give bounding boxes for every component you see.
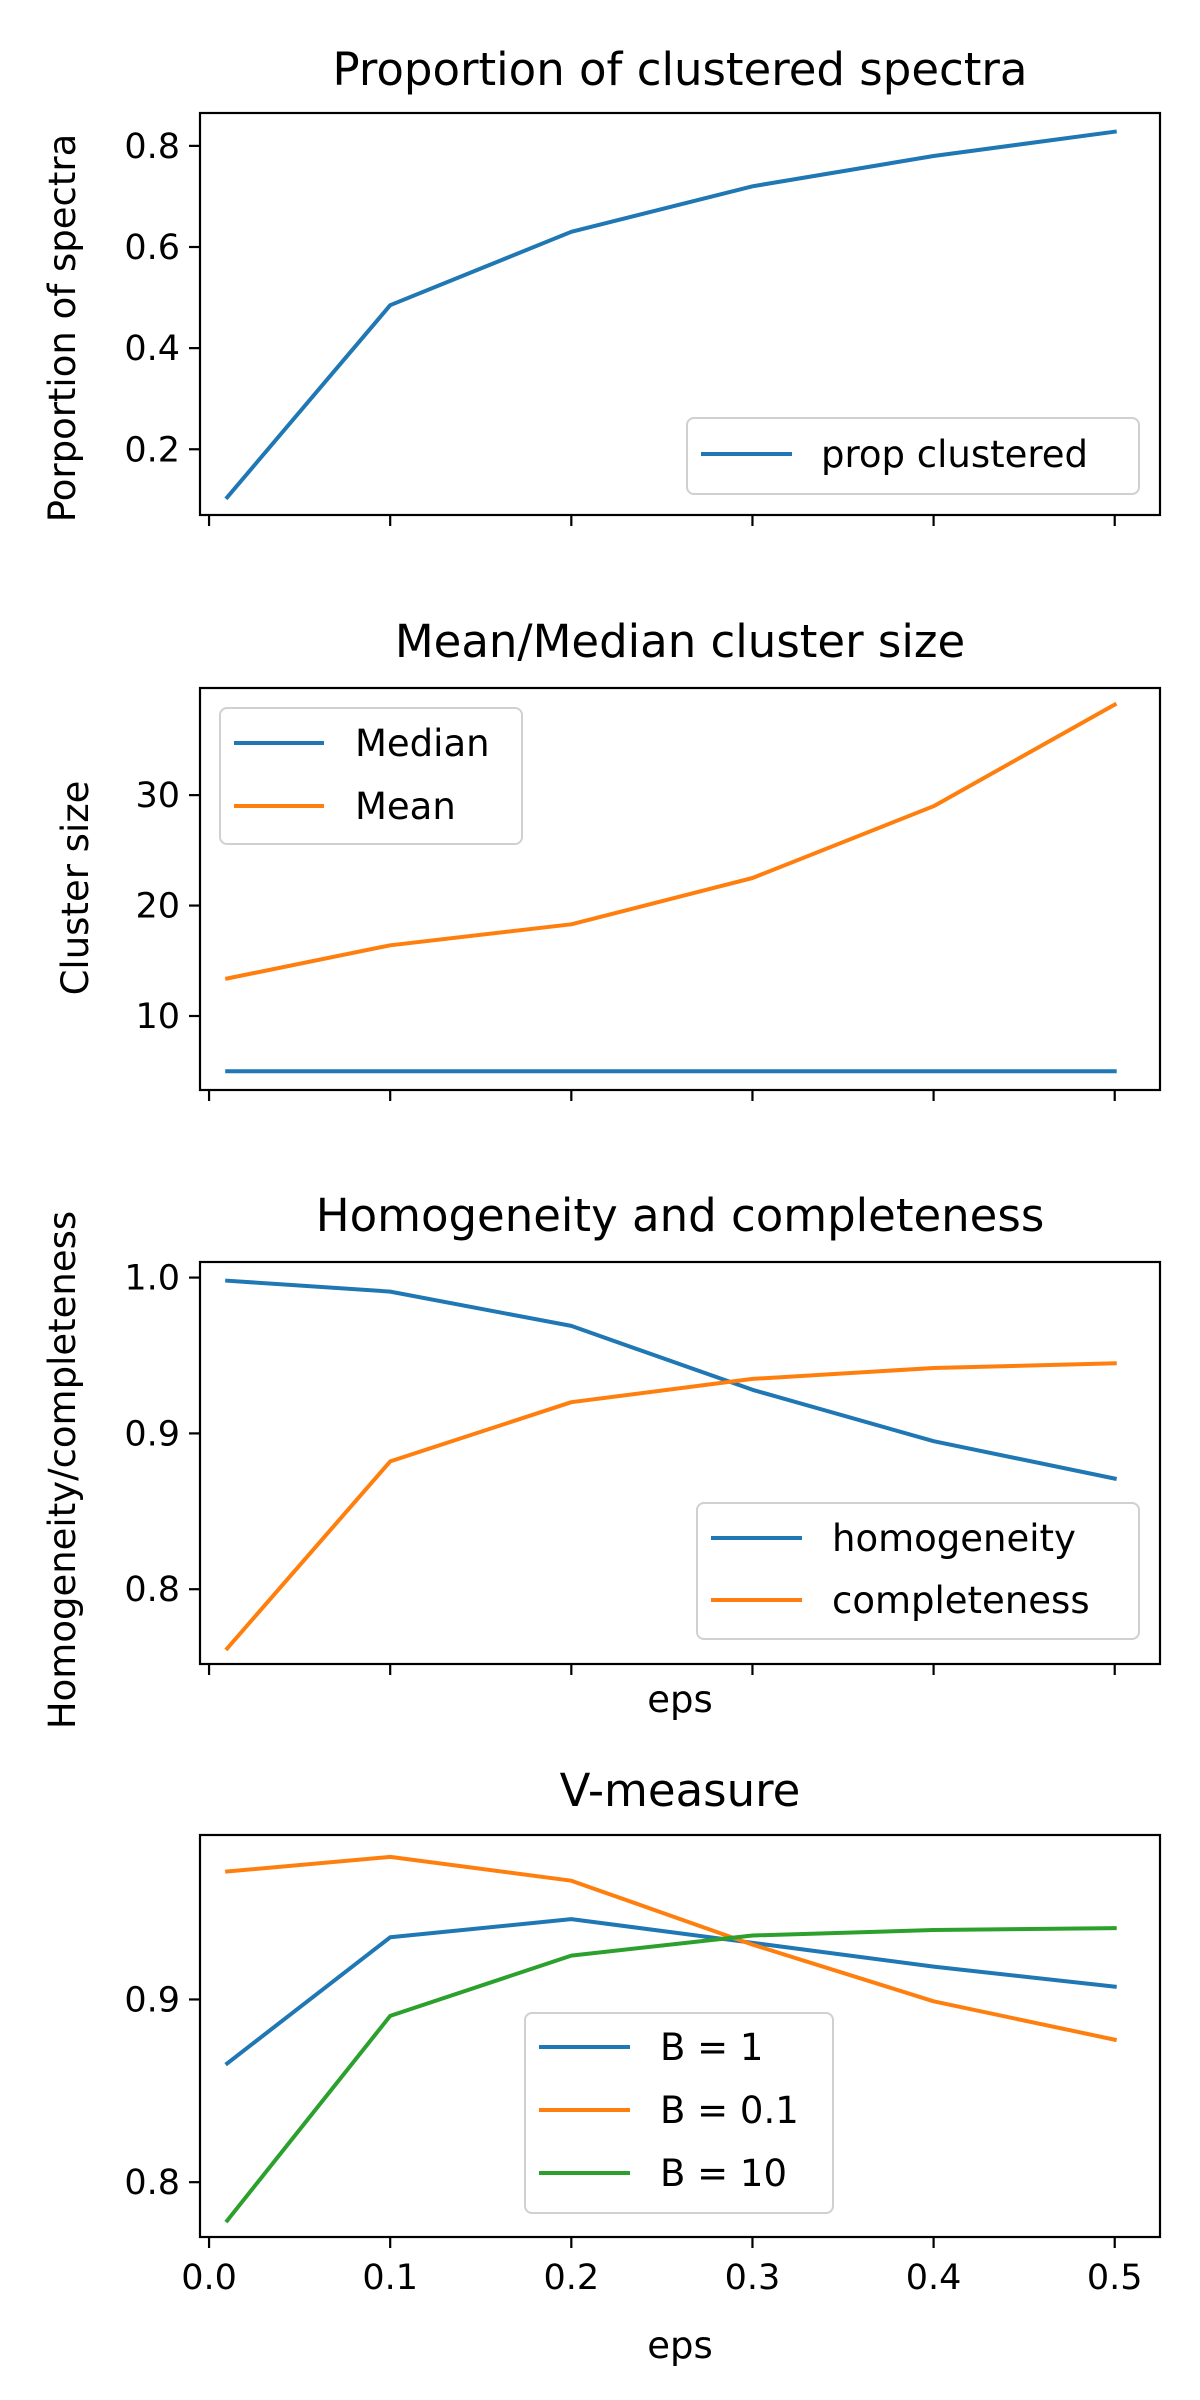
x-tick-label: 0.0 bbox=[181, 2258, 237, 2298]
y-axis-label: Porportion of spectra bbox=[41, 134, 84, 523]
y-tick-label: 0.2 bbox=[124, 430, 180, 470]
legend-label-b-0-1: B = 0.1 bbox=[660, 2089, 799, 2132]
x-tick-label: 0.2 bbox=[543, 2258, 599, 2298]
plot-area: 0.8 0.9 1.0 bbox=[124, 1259, 1118, 1675]
plot-frame bbox=[198, 1260, 1162, 1666]
series-line-b-1 bbox=[224, 1917, 1117, 2067]
legend-box bbox=[696, 1502, 1140, 1640]
chart-title: Mean/Median cluster size bbox=[395, 615, 965, 668]
plot-frame bbox=[198, 1833, 1162, 2239]
legend-label-b-1: B = 1 bbox=[660, 2026, 763, 2069]
series-line-b-10 bbox=[224, 1926, 1117, 2224]
legend: Median Mean bbox=[219, 707, 523, 845]
y-tick-label: 1.0 bbox=[124, 1259, 180, 1299]
y-tick-label: 0.9 bbox=[124, 1980, 180, 2020]
legend: B = 1 B = 0.1 B = 10 bbox=[524, 2012, 834, 2214]
chart-title: Homogeneity and completeness bbox=[316, 1189, 1045, 1242]
legend-label-mean: Mean bbox=[355, 785, 456, 828]
series-line-prop-clustered bbox=[224, 129, 1117, 501]
y-tick-label: 10 bbox=[135, 997, 180, 1037]
legend-box bbox=[524, 2012, 834, 2214]
panel-homogeneity-completeness: Homogeneity and completeness Homogeneity… bbox=[41, 1189, 1162, 1729]
y-tick-label: 0.4 bbox=[124, 329, 180, 369]
y-tick-label: 0.8 bbox=[124, 127, 180, 167]
y-axis-label: Homogeneity/completeness bbox=[41, 1211, 84, 1729]
series-line-mean bbox=[224, 701, 1118, 981]
chart-title: V-measure bbox=[560, 1764, 801, 1817]
legend-label-median: Median bbox=[355, 722, 490, 765]
series-line-homogeneity bbox=[225, 1278, 1118, 1481]
legend-label-completeness: completeness bbox=[832, 1579, 1090, 1622]
y-axis-label: Cluster size bbox=[54, 781, 97, 996]
legend-box bbox=[686, 417, 1140, 495]
x-tick-label: 0.3 bbox=[725, 2258, 781, 2298]
legend-label-homogeneity: homogeneity bbox=[832, 1517, 1076, 1560]
series-line-completeness bbox=[224, 1361, 1117, 1652]
y-tick-label: 0.8 bbox=[124, 1570, 180, 1610]
plot-frame bbox=[198, 111, 1162, 517]
chart-title: Proportion of clustered spectra bbox=[333, 43, 1028, 96]
plot-area: 0.0 0.1 0.2 0.3 0.4 0.5 0.8 0.9 bbox=[124, 1854, 1143, 2298]
series-line-b-0-1 bbox=[225, 1854, 1118, 2043]
x-tick-label: 0.5 bbox=[1087, 2258, 1143, 2298]
panel-v-measure: V-measure eps 0.0 0.1 0.2 0.3 0.4 0.5 0.8 0.9 B… bbox=[124, 1764, 1162, 2367]
y-tick-label: 20 bbox=[135, 887, 180, 927]
plot-area: 0.2 0.4 0.6 0.8 bbox=[124, 127, 1117, 526]
plot-frame bbox=[198, 686, 1162, 1092]
x-tick-label: 0.4 bbox=[906, 2258, 962, 2298]
legend-label-prop-clustered: prop clustered bbox=[821, 433, 1088, 476]
panel-proportion-clustered: Proportion of clustered spectra Porporti… bbox=[41, 43, 1162, 526]
legend: prop clustered bbox=[686, 417, 1140, 495]
x-tick-label: 0.1 bbox=[362, 2258, 418, 2298]
panel-cluster-size: Mean/Median cluster size Cluster size 10… bbox=[54, 615, 1162, 1101]
y-tick-label: 0.6 bbox=[124, 228, 180, 268]
x-axis-label: eps bbox=[647, 1678, 713, 1721]
x-axis-label: eps bbox=[647, 2324, 713, 2367]
plot-area: 10 20 30 bbox=[135, 701, 1118, 1101]
legend-label-b-10: B = 10 bbox=[660, 2152, 787, 2195]
y-tick-label: 30 bbox=[135, 776, 180, 816]
y-tick-label: 0.8 bbox=[124, 2163, 180, 2203]
legend: homogeneity completeness bbox=[696, 1502, 1140, 1640]
y-tick-label: 0.9 bbox=[124, 1414, 180, 1454]
